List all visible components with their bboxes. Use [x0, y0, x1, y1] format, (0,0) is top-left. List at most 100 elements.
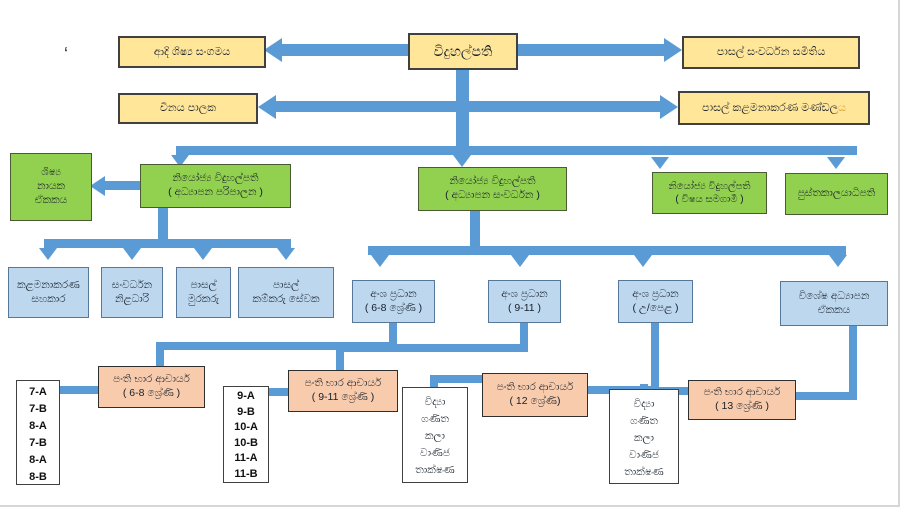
- connector-headal-down: [651, 322, 659, 394]
- connector-head911-horizontal: [336, 344, 528, 352]
- connector-deputy-dev-down: [470, 208, 480, 254]
- node-label: ආදි ශිෂ්‍ය සංගමය: [153, 45, 231, 58]
- list-item: ගණිත: [421, 413, 449, 425]
- node-label-line3: ඒකකය: [34, 193, 68, 206]
- connector-specialed-down: [849, 322, 857, 400]
- connector-admin-branch-horizontal: [44, 239, 291, 248]
- node-label-line2: ( අධ්‍යාපන පරිපාලන ): [168, 186, 263, 198]
- node-label-line1: පංති භාර ආචාර්ය: [304, 377, 382, 390]
- connector-principal-sds: [518, 44, 668, 56]
- node-principal: විදුහල්පති: [408, 33, 518, 70]
- node-school-labourer: පාසල් කම්කරු සේවක: [238, 267, 334, 318]
- node-label-line2: ( 6-8 ශ්‍රේණි ): [364, 301, 423, 314]
- arrow-down-icon: [651, 157, 669, 169]
- node-librarian: පුස්තකාලයාධිපති: [785, 173, 888, 215]
- node-label-line2: ඒකකය: [817, 303, 851, 316]
- node-label-line1: ශිෂ්‍ය: [41, 166, 61, 179]
- node-label-line2: ( 9-11 ශ්‍රේණි ): [311, 391, 375, 403]
- list-item: 9-B: [237, 405, 255, 418]
- node-label-line2: ( 9-11 ): [507, 301, 542, 314]
- node-label-line2: සහකාර: [31, 292, 66, 305]
- list-item: විද්‍යා: [424, 396, 446, 408]
- list-item: ගණිත: [630, 415, 658, 427]
- list-item: කලා: [425, 430, 445, 442]
- node-label-line1: පංති භාර ආචාර්ය: [113, 373, 190, 386]
- arrow-down-icon: [39, 248, 57, 260]
- node-label-line1: පංති භාර ආචාර්ය: [703, 386, 781, 399]
- node-section-head-9-11: අංශ ප්‍රධාන ( 9-11 ): [488, 280, 561, 323]
- node-alumni-association: ආදි ශිෂ්‍ය සංගමය: [118, 36, 266, 68]
- node-label-line1: අංශ ප්‍රධාන: [370, 287, 417, 300]
- node-special-education-unit: විශේෂ අධ්‍යාපන ඒකකය: [780, 281, 888, 326]
- node-school-watchman: පාසල් මුරකරු: [176, 267, 231, 318]
- node-label-line1: නියෝජ්‍ය විදුහල්පති: [449, 175, 536, 188]
- arrow-down-icon: [634, 255, 652, 267]
- connector-row2-horizontal: [272, 101, 666, 112]
- node-label-line1: නියෝජ්‍ය විදුහල්පති: [668, 180, 751, 192]
- connector-ct12-streams12-drop: [430, 375, 438, 391]
- connector-deputy-admin-down: [158, 205, 168, 245]
- list-item: 7-B: [29, 437, 47, 449]
- node-student-leader-unit: ශිෂ්‍ය නායක ඒකකය: [10, 153, 92, 221]
- node-development-officer: සංවර්ධන නිළධාරි: [101, 267, 163, 318]
- arrow-down-icon: [371, 255, 389, 267]
- connector-row3-horizontal: [176, 146, 857, 155]
- connector-head68-to-ct68: [156, 342, 164, 370]
- arrow-down-icon: [194, 248, 212, 260]
- node-management-assistant: කළමනාකරණ සහකාර: [8, 267, 89, 318]
- node-label-line2: ( විෂය සමගාමී ): [675, 194, 744, 205]
- node-label: පාසල් කළමනාකරණ මණ්ඩලය: [702, 101, 846, 116]
- list-item: 8-A: [29, 454, 47, 466]
- node-label-line2: ( 13 ශ්‍රේණි ): [715, 400, 769, 412]
- node-label-line1: සංවර්ධන: [111, 278, 153, 291]
- node-label-main: පාසල් කළමනාකරණ මණ්ඩල: [702, 101, 839, 114]
- list-item: වාණිජ: [420, 447, 450, 459]
- stray-quote-mark: ‘: [64, 44, 68, 64]
- node-label-line1: පාසල්: [272, 278, 300, 291]
- node-label-line2: ( 6-8 ශ්‍රේණි ): [122, 387, 181, 399]
- connector-ct911-to-senior-list: [266, 388, 292, 396]
- node-label-line1: අංශ ප්‍රධාන: [501, 287, 548, 300]
- list-item: 10-B: [234, 436, 258, 449]
- list-item: විද්‍යා: [633, 398, 655, 410]
- list-item: 7-B: [29, 403, 47, 415]
- list-grade13-streams: විද්‍යා ගණිත කලා වාණිජ තාක්ෂණ: [609, 389, 679, 484]
- connector-dev-branch-horizontal: [368, 246, 846, 255]
- node-label-line1: පාසල්: [190, 278, 217, 291]
- list-item: 7-A: [29, 386, 47, 398]
- node-label-line1: පංති භාර ආචාර්ය: [496, 381, 574, 394]
- arrow-left-icon: [264, 38, 282, 62]
- connector-ct12-to-streams12: [430, 375, 484, 383]
- list-item: 8-B: [29, 471, 47, 483]
- list-junior-classes: 7-A 7-B 8-A 7-B 8-A 8-B: [16, 380, 60, 485]
- arrow-right-icon: [660, 95, 678, 119]
- list-item: 8-A: [29, 420, 47, 432]
- node-school-management-board: පාසල් කළමනාකරණ මණ්ඩලය: [678, 91, 870, 125]
- arrow-right-icon: [664, 38, 682, 62]
- arrow-left-icon: [258, 95, 276, 119]
- list-grade12-streams: විද්‍යා ගණිත කලා වාණිජ තාක්ෂණ: [402, 387, 468, 483]
- connector-head68-down: [389, 322, 397, 348]
- node-deputy-principal-cocurricular: නියෝජ්‍ය විදුහල්පති ( විෂය සමගාමී ): [652, 172, 767, 214]
- node-label-line1: අංශ ප්‍රධාන: [632, 287, 679, 300]
- arrow-down-icon: [829, 255, 847, 267]
- connector-head911-to-ct911: [336, 344, 344, 374]
- node-label-line2: නායක: [36, 180, 66, 193]
- list-item: වාණිජ: [629, 449, 659, 461]
- arrow-left-icon: [90, 176, 105, 196]
- list-item: 11-B: [234, 467, 258, 480]
- node-class-teacher-13: පංති භාර ආචාර්ය ( 13 ශ්‍රේණි ): [688, 380, 796, 420]
- node-class-teacher-9-11: පංති භාර ආචාර්ය ( 9-11 ශ්‍රේණි ): [288, 370, 398, 412]
- node-label-line2: ( 12 ශ්‍රේණි): [509, 395, 561, 407]
- node-label: විදුහල්පති: [433, 43, 493, 60]
- connector-specialed-to-ct13: [794, 392, 855, 400]
- node-label-line2: ( උ/පෙළ ): [632, 301, 679, 314]
- node-label-line2: ( අධ්‍යාපන සංවර්ධන ): [445, 189, 540, 201]
- node-label-line2: මුරකරු: [187, 292, 220, 305]
- list-item: තාක්ෂණ: [415, 464, 455, 476]
- list-senior-classes: 9-A 9-B 10-A 10-B 11-A 11-B: [223, 386, 269, 483]
- node-label-line1: විශේෂ අධ්‍යාපන: [798, 289, 870, 302]
- arrow-down-icon: [827, 157, 845, 169]
- node-label: විනය පාලක: [159, 102, 217, 115]
